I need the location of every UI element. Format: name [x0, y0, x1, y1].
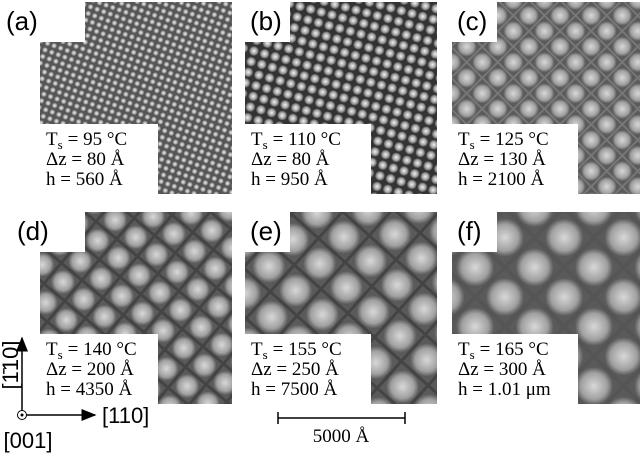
panel-label: (f): [457, 216, 482, 246]
ts-value: = 110 °C: [273, 129, 341, 150]
axis-normal-label: [001]: [4, 428, 53, 453]
panel: (c)Ts= 125 °CΔz = 130 Åh = 2100 Å: [452, 2, 640, 194]
h-line: h = 560 Å: [46, 169, 123, 190]
panels: (a)Ts= 95 °CΔz = 80 Åh = 560 Å(b)Ts= 110…: [6, 2, 640, 404]
dz-line: Δz = 250 Å: [251, 359, 339, 380]
ts-value: = 140 °C: [68, 339, 137, 360]
ts-symbol: T: [251, 339, 263, 360]
label-box: [40, 2, 85, 42]
ts-symbol: T: [46, 129, 58, 150]
dz-line: Δz = 200 Å: [46, 359, 134, 380]
ts-value: = 165 °C: [480, 339, 549, 360]
panel: (a)Ts= 95 °CΔz = 80 Åh = 560 Å: [6, 2, 232, 194]
ts-symbol: T: [251, 129, 263, 150]
ts-value: = 95 °C: [68, 129, 128, 150]
panel-label: (e): [250, 216, 282, 246]
normal-dot: [21, 414, 24, 417]
ts-value: = 155 °C: [273, 339, 342, 360]
axis-horizontal-label: [110]: [102, 403, 149, 428]
panel: (d)Ts= 140 °CΔz = 200 Åh = 4350 Å: [17, 212, 232, 404]
ts-symbol: T: [46, 339, 58, 360]
ts-symbol: T: [458, 129, 470, 150]
scale-bar: 5000 Å: [278, 412, 405, 447]
ts-symbol: T: [458, 339, 470, 360]
panel-label: (c): [457, 6, 487, 36]
panel: (f)Ts= 165 °CΔz = 300 Åh = 1.01 μm: [452, 212, 640, 404]
dz-line: Δz = 130 Å: [458, 149, 546, 170]
figure: (a)Ts= 95 °CΔz = 80 Åh = 560 Å(b)Ts= 110…: [0, 0, 644, 460]
ts-value: = 125 °C: [480, 129, 549, 150]
dz-line: Δz = 300 Å: [458, 359, 546, 380]
panel-label: (b): [250, 6, 282, 36]
dz-line: Δz = 80 Å: [251, 149, 330, 170]
h-line: h = 1.01 μm: [458, 379, 551, 400]
panel: (e)Ts= 155 °CΔz = 250 Åh = 7500 Å: [245, 212, 437, 404]
h-line: h = 950 Å: [251, 169, 328, 190]
panel-label: (a): [6, 6, 38, 36]
dz-line: Δz = 80 Å: [46, 149, 125, 170]
axis-vertical-label: [1̄10]: [0, 341, 23, 390]
panel-label: (d): [17, 216, 49, 246]
scale-label: 5000 Å: [313, 426, 370, 447]
panel: (b)Ts= 110 °CΔz = 80 Åh = 950 Å: [245, 2, 437, 194]
h-line: h = 4350 Å: [46, 379, 132, 400]
h-line: h = 7500 Å: [251, 379, 337, 400]
h-line: h = 2100 Å: [458, 169, 544, 190]
